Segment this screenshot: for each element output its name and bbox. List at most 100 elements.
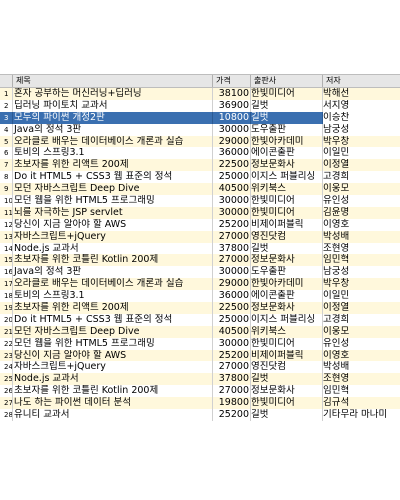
cell-price[interactable]: 25200 (218, 218, 249, 230)
table-row[interactable]: 3 모두의 파이썬 개정2판 10800 길벗 이승찬 (0, 111, 400, 124)
cell-price[interactable]: 27000 (218, 230, 249, 242)
cell-price[interactable]: 19800 (218, 397, 249, 409)
row-number[interactable]: 28 (4, 411, 12, 420)
cell-title[interactable]: 딥러닝 파이토치 교과서 (14, 99, 108, 111)
cell-price[interactable]: 30000 (218, 195, 249, 207)
row-number[interactable]: 14 (4, 244, 12, 253)
row-number[interactable]: 11 (4, 208, 12, 217)
cell-publisher[interactable]: 영진닷컴 (251, 230, 286, 242)
cell-title[interactable]: 초보자를 위한 리액트 200제 (14, 302, 129, 314)
cell-title[interactable]: Do it HTML5 + CSS3 웹 표준의 정석 (14, 313, 173, 325)
cell-price[interactable]: 22500 (218, 159, 249, 171)
cell-publisher[interactable]: 길벗 (251, 409, 269, 421)
cell-publisher[interactable]: 이지스 퍼블리싱 (251, 313, 316, 325)
table-row[interactable]: 9 모던 자바스크립트 Deep Dive 40500 위키북스 이웅모 (0, 183, 400, 196)
table-row[interactable]: 2 딥러닝 파이토치 교과서 36900 길벗 서지영 (0, 99, 400, 112)
table-row[interactable]: 20 Do it HTML5 + CSS3 웹 표준의 정석 25000 이지스 퍼블… (0, 313, 400, 326)
row-number[interactable]: 24 (4, 363, 12, 372)
table-row[interactable]: 19 초보자를 위한 리액트 200제 22500 정보문화사 이정열 (0, 302, 400, 314)
cell-author[interactable]: 유인성 (323, 337, 350, 349)
cell-price[interactable]: 30000 (218, 206, 249, 218)
table-row[interactable]: 22 모던 웹을 위한 HTML5 프로그래밍 30000 한빛미디어 유인성 (0, 337, 400, 350)
cell-author[interactable]: 이웅모 (323, 325, 350, 337)
cell-author[interactable]: 이일민 (323, 290, 350, 302)
cell-author[interactable]: 임민혁 (323, 385, 350, 397)
cell-publisher[interactable]: 에이콘출판 (251, 147, 295, 159)
cell-publisher[interactable]: 정보문화사 (251, 385, 295, 397)
cell-price[interactable]: 27000 (218, 385, 249, 397)
cell-publisher[interactable]: 한빛미디어 (251, 337, 295, 349)
cell-author[interactable]: 남궁성 (323, 123, 350, 135)
table-row[interactable]: 27 나도 하는 파이썬 데이터 분석 19800 한빛미디어 김규석 (0, 397, 400, 410)
cell-title[interactable]: 초보자를 위한 코틀린 Kotlin 200제 (14, 385, 159, 397)
table-row[interactable]: 18 토비의 스프링3.1 36000 에이콘출판 이일민 (0, 290, 400, 303)
cell-price[interactable]: 36000 (218, 147, 249, 159)
cell-title[interactable]: 모두의 파이썬 개정2판 (14, 111, 105, 123)
cell-author[interactable]: 박성배 (323, 230, 350, 242)
row-number[interactable]: 9 (4, 185, 9, 194)
cell-price[interactable]: 37800 (218, 373, 249, 385)
row-number[interactable]: 17 (4, 280, 12, 289)
cell-publisher[interactable]: 한빛미디어 (251, 88, 295, 99)
cell-title[interactable]: Java의 정석 3판 (14, 123, 82, 135)
table-row[interactable]: 14 Node.js 교과서 37800 길벗 조현영 (0, 242, 400, 255)
cell-title[interactable]: 당신이 지금 알아야 할 AWS (14, 349, 127, 361)
cell-price[interactable]: 10800 (218, 111, 249, 123)
cell-author[interactable]: 박해선 (323, 88, 350, 99)
cell-author[interactable]: 김규석 (323, 397, 350, 409)
cell-price[interactable]: 25000 (218, 171, 249, 183)
cell-title[interactable]: 모던 웹을 위한 HTML5 프로그래밍 (14, 337, 155, 349)
row-number[interactable]: 5 (4, 137, 9, 146)
cell-price[interactable]: 30000 (218, 123, 249, 135)
cell-title[interactable]: 혼자 공부하는 머신러닝+딥러닝 (14, 88, 142, 99)
cell-title[interactable]: Java의 정석 3판 (14, 266, 82, 278)
table-row[interactable]: 26 초보자를 위한 코틀린 Kotlin 200제 27000 정보문화사 임민혁 (0, 385, 400, 398)
cell-author[interactable]: 박성배 (323, 361, 350, 373)
cell-author[interactable]: 기타무라 마나미 (323, 409, 388, 421)
cell-publisher[interactable]: 길벗 (251, 373, 269, 385)
cell-author[interactable]: 남궁성 (323, 266, 350, 278)
cell-publisher[interactable]: 정보문화사 (251, 254, 295, 266)
cell-title[interactable]: 당신이 지금 알아야 할 AWS (14, 218, 127, 230)
cell-publisher[interactable]: 길벗 (251, 111, 269, 123)
table-row[interactable]: 25 Node.js 교과서 37800 길벗 조현영 (0, 373, 400, 386)
cell-title[interactable]: Do it HTML5 + CSS3 웹 표준의 정석 (14, 171, 173, 183)
cell-author[interactable]: 고경희 (323, 171, 350, 183)
table-row[interactable]: 1 혼자 공부하는 머신러닝+딥러닝 38100 한빛미디어 박해선 (0, 88, 400, 100)
table-row[interactable]: 28 유니티 교과서 25200 길벗 기타무라 마나미 (0, 409, 400, 421)
cell-author[interactable]: 이영호 (323, 349, 350, 361)
cell-title[interactable]: Node.js 교과서 (14, 242, 79, 254)
cell-title[interactable]: 모던 자바스크립트 Deep Dive (14, 325, 140, 337)
cell-publisher[interactable]: 정보문화사 (251, 159, 295, 171)
cell-author[interactable]: 이일민 (323, 147, 350, 159)
column-header-publisher[interactable]: 출판사 (250, 75, 322, 87)
cell-publisher[interactable]: 이지스 퍼블리싱 (251, 171, 316, 183)
row-number[interactable]: 12 (4, 220, 12, 229)
cell-title[interactable]: 토비의 스프링3.1 (14, 290, 85, 302)
cell-author[interactable]: 김윤명 (323, 206, 350, 218)
cell-author[interactable]: 유인성 (323, 195, 350, 207)
row-number[interactable]: 8 (4, 173, 9, 182)
cell-title[interactable]: 뇌를 자극하는 JSP servlet (14, 206, 123, 218)
cell-price[interactable]: 22500 (218, 302, 249, 314)
row-number[interactable]: 15 (4, 256, 12, 265)
cell-publisher[interactable]: 위키북스 (251, 325, 286, 337)
row-number[interactable]: 21 (4, 327, 12, 336)
row-number[interactable]: 6 (4, 149, 9, 158)
cell-price[interactable]: 30000 (218, 337, 249, 349)
cell-author[interactable]: 박우창 (323, 135, 350, 147)
row-number[interactable]: 1 (4, 90, 9, 98)
row-number[interactable]: 3 (4, 113, 9, 122)
cell-publisher[interactable]: 한빛미디어 (251, 195, 295, 207)
column-header-price[interactable]: 가격 (212, 75, 250, 87)
table-row[interactable]: 21 모던 자바스크립트 Deep Dive 40500 위키북스 이웅모 (0, 325, 400, 338)
cell-author[interactable]: 이정열 (323, 159, 350, 171)
row-number[interactable]: 18 (4, 292, 12, 301)
table-row[interactable]: 16 Java의 정석 3판 30000 도우출판 남궁성 (0, 266, 400, 279)
table-row[interactable]: 11 뇌를 자극하는 JSP servlet 30000 한빛미디어 김윤명 (0, 206, 400, 219)
cell-title[interactable]: Node.js 교과서 (14, 373, 79, 385)
cell-publisher[interactable]: 한빛아카데미 (251, 278, 304, 290)
row-number[interactable]: 27 (4, 399, 12, 408)
cell-price[interactable]: 36000 (218, 290, 249, 302)
table-row[interactable]: 15 초보자를 위한 코틀린 Kotlin 200제 27000 정보문화사 임민혁 (0, 254, 400, 267)
